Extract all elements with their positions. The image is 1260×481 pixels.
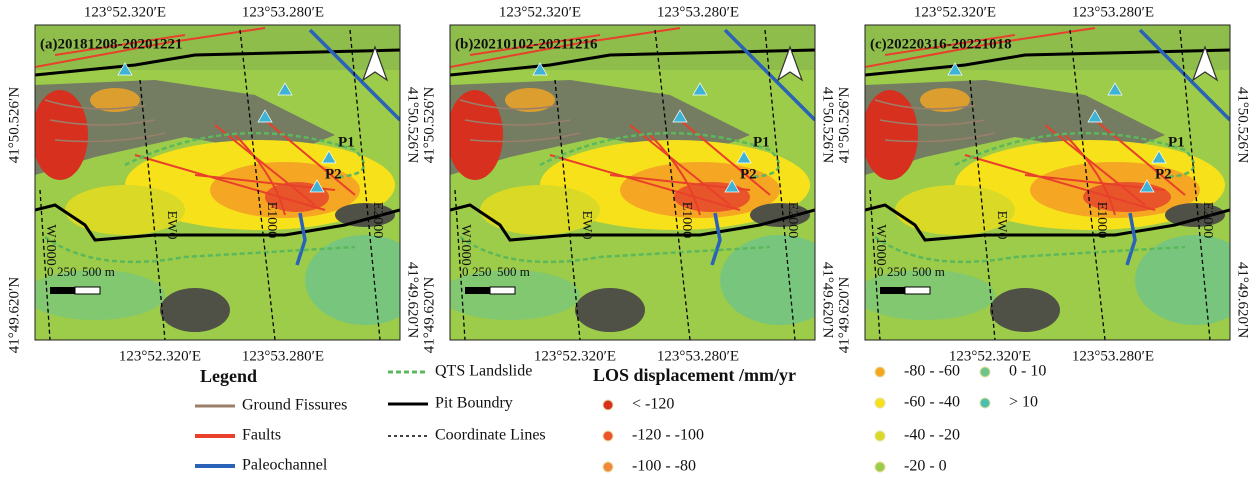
scale-label: 250 <box>472 264 492 279</box>
scale-label: 500 m <box>497 264 530 279</box>
line-label: E1000 <box>264 202 279 239</box>
scale-label: 0 <box>462 264 469 279</box>
line-label: W1000 <box>458 224 473 265</box>
los-label: -20 - 0 <box>904 458 947 475</box>
longitude-label: 123°53.280′E <box>242 4 324 20</box>
latitude-label: 41°49.620′N <box>820 262 836 339</box>
latitude-label: 41°50.526′N <box>1235 87 1251 164</box>
latitude-label: 41°50.526′N <box>405 87 421 164</box>
panel-title: (b)20210102-20211216 <box>455 36 598 52</box>
los-label: > 10 <box>1009 394 1038 411</box>
scale-label: 250 <box>887 264 907 279</box>
los-swatch <box>875 367 885 377</box>
scale-bar <box>75 287 100 294</box>
latitude-label: 41°50.526′N <box>6 87 22 164</box>
los-label: 0 - 10 <box>1009 363 1046 380</box>
scale-bar <box>490 287 515 294</box>
line-label: E2000 <box>370 202 385 239</box>
longitude-label: 123°52.320′E <box>499 4 581 20</box>
los-label: -80 - -60 <box>904 363 960 380</box>
line-label: EW0 <box>164 211 179 240</box>
legend-label: Faults <box>242 427 281 444</box>
los-swatch <box>980 367 990 377</box>
scale-label: 0 <box>47 264 54 279</box>
point-label: P2 <box>1155 166 1172 182</box>
figure: W1000EW0E1000E2000P1P20250500 m(a)201812… <box>0 0 1260 481</box>
legend-label: Paleochannel <box>242 457 328 474</box>
scale-label: 0 <box>877 264 884 279</box>
panel-title: (c)20220316-20221018 <box>870 36 1012 52</box>
longitude-label: 123°53.280′E <box>242 348 324 364</box>
los-swatch <box>603 431 613 441</box>
longitude-label: 123°52.320′E <box>84 4 166 20</box>
scale-label: 500 m <box>912 264 945 279</box>
los-label: -120 - -100 <box>632 427 704 444</box>
longitude-label: 123°52.320′E <box>914 4 996 20</box>
los-swatch <box>603 400 613 410</box>
line-label: EW0 <box>579 211 594 240</box>
latitude-label: 41°50.526′N <box>421 87 437 164</box>
point-label: P1 <box>1168 134 1185 150</box>
line-label: EW0 <box>994 211 1009 240</box>
longitude-label: 123°53.280′E <box>1072 4 1154 20</box>
line-label: W1000 <box>43 224 58 265</box>
legend-label: QTS Landslide <box>435 363 532 380</box>
latitude-label: 41°49.620′N <box>836 277 852 354</box>
latitude-label: 41°49.620′N <box>405 262 421 339</box>
scale-label: 250 <box>57 264 77 279</box>
scale-bar <box>905 287 930 294</box>
legend-label: Coordinate Lines <box>435 427 546 444</box>
panel-title: (a)20181208-20201221 <box>40 36 183 52</box>
latitude-label: 41°49.620′N <box>421 277 437 354</box>
terrain-patch <box>990 288 1060 332</box>
point-label: P2 <box>740 166 757 182</box>
point-label: P1 <box>753 134 770 150</box>
line-label: W1000 <box>873 224 888 265</box>
line-label: E2000 <box>785 202 800 239</box>
longitude-label: 123°53.280′E <box>1072 348 1154 364</box>
los-label: -40 - -20 <box>904 427 960 444</box>
los-swatch <box>603 462 613 472</box>
scale-bar <box>50 287 75 294</box>
scale-bar <box>880 287 905 294</box>
latitude-label: 41°50.526′N <box>836 87 852 164</box>
point-label: P2 <box>325 166 342 182</box>
terrain-patch <box>160 288 230 332</box>
los-label: -100 - -80 <box>632 458 696 475</box>
map-body: W1000 EW0 E1000 E2000 P1 P2 0250 500 m (a)201812… <box>25 25 425 340</box>
line-label: E1000 <box>1094 202 1109 239</box>
latitude-label: 41°50.526′N <box>820 87 836 164</box>
los-swatch <box>875 462 885 472</box>
legend-title: Legend <box>200 366 257 386</box>
los-swatch <box>980 398 990 408</box>
map-body: W1000 EW0 E1000 E2000 P1 P2 0250 500 m (c)202203… <box>855 25 1255 340</box>
line-label: E2000 <box>1200 202 1215 239</box>
los-label: -60 - -40 <box>904 394 960 411</box>
legend-label: Ground Fissures <box>242 397 347 414</box>
scale-bar <box>465 287 490 294</box>
longitude-label: 123°52.320′E <box>534 348 616 364</box>
line-label: E1000 <box>679 202 694 239</box>
longitude-label: 123°52.320′E <box>119 348 201 364</box>
los-swatch <box>875 431 885 441</box>
los-label: < -120 <box>632 396 674 413</box>
los-swatch <box>875 398 885 408</box>
legend-label: Pit Boundry <box>435 395 513 412</box>
longitude-label: 123°53.280′E <box>657 4 739 20</box>
terrain-patch <box>575 288 645 332</box>
page: {"panels": [ {"title": "(a)20181208-2020… <box>0 0 1260 481</box>
latitude-label: 41°49.620′N <box>6 277 22 354</box>
point-label: P1 <box>338 134 355 150</box>
los-legend-title: LOS displacement /mm/yr <box>593 365 796 385</box>
scale-label: 500 m <box>82 264 115 279</box>
longitude-label: 123°53.280′E <box>657 348 739 364</box>
latitude-label: 41°49.620′N <box>1235 262 1251 339</box>
